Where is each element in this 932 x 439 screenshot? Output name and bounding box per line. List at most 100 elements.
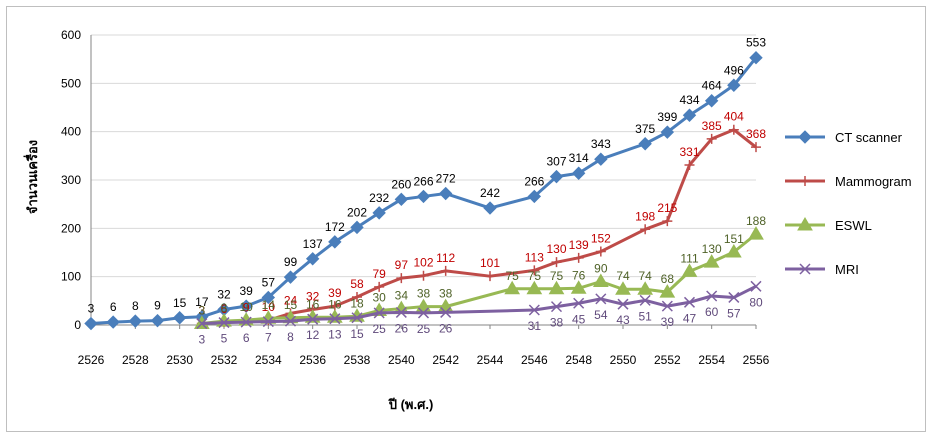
x-tick-label: 2534 xyxy=(255,353,282,367)
x-tick-label: 2544 xyxy=(477,353,504,367)
data-point xyxy=(417,307,430,319)
data-label: 198 xyxy=(635,209,655,223)
data-label: 3 xyxy=(198,304,205,318)
data-label: 314 xyxy=(569,151,589,165)
data-point xyxy=(573,297,585,309)
data-point xyxy=(395,306,407,318)
data-label: 38 xyxy=(550,316,564,330)
data-label: 14 xyxy=(262,298,276,312)
x-tick-label: 2540 xyxy=(388,353,415,367)
data-point xyxy=(504,280,521,295)
data-label: 368 xyxy=(746,127,766,141)
data-label: 3 xyxy=(198,333,205,347)
x-tick-label: 2546 xyxy=(521,353,548,367)
data-point xyxy=(328,235,342,249)
legend-label: MRI xyxy=(835,262,859,277)
data-point xyxy=(727,78,741,92)
data-label: 30 xyxy=(372,291,386,305)
data-point xyxy=(749,51,763,65)
data-label: 31 xyxy=(528,319,542,333)
data-label: 3 xyxy=(88,302,95,316)
data-point xyxy=(418,270,429,281)
x-tick-label: 2552 xyxy=(654,353,681,367)
data-label: 6 xyxy=(243,331,250,345)
data-point xyxy=(595,293,607,305)
data-label: 260 xyxy=(391,177,411,191)
y-tick-label: 100 xyxy=(61,270,81,284)
data-label: 75 xyxy=(528,269,542,283)
data-point xyxy=(571,166,586,180)
data-point xyxy=(106,315,120,329)
data-point xyxy=(751,142,761,153)
data-label: 45 xyxy=(572,312,586,326)
data-label: 12 xyxy=(306,328,320,342)
data-label: 404 xyxy=(724,110,744,124)
y-tick-label: 400 xyxy=(61,125,81,139)
data-label: 8 xyxy=(132,299,139,313)
data-point xyxy=(307,313,319,325)
data-label: 112 xyxy=(436,251,455,265)
data-label: 6 xyxy=(110,300,117,314)
data-label: 47 xyxy=(683,311,697,325)
legend-marker xyxy=(798,130,812,144)
x-tick-label: 2550 xyxy=(610,353,637,367)
x-tick-label: 2528 xyxy=(122,353,149,367)
data-label: 57 xyxy=(727,306,741,320)
data-point xyxy=(725,244,742,258)
y-tick-label: 500 xyxy=(61,76,81,90)
data-point xyxy=(638,137,652,151)
data-label: 74 xyxy=(638,269,652,283)
data-point xyxy=(639,294,651,306)
x-tick-label: 2532 xyxy=(211,353,238,367)
data-label: 266 xyxy=(413,174,433,188)
data-label: 242 xyxy=(480,186,500,200)
data-point xyxy=(440,265,451,276)
x-tick-label: 2536 xyxy=(299,353,326,367)
data-label: 139 xyxy=(569,238,589,252)
data-label: 113 xyxy=(525,250,544,264)
data-label: 16 xyxy=(306,297,320,311)
data-point xyxy=(570,280,587,294)
line-chart: จำนวนเครื่อง ปี (พ.ศ.) 0 100 200 300 400 500 6… xyxy=(23,28,912,412)
data-label: 266 xyxy=(524,174,544,188)
data-point xyxy=(150,313,165,328)
data-point xyxy=(485,271,495,282)
data-point xyxy=(261,290,276,305)
data-point xyxy=(352,291,362,302)
x-tick-label: 2530 xyxy=(166,353,193,367)
data-point xyxy=(196,318,208,330)
data-label: 34 xyxy=(395,289,409,303)
data-point xyxy=(438,186,453,201)
data-point xyxy=(660,125,675,139)
data-label: 10 xyxy=(239,300,253,314)
data-label: 75 xyxy=(550,269,564,283)
data-point xyxy=(595,246,606,257)
data-label: 76 xyxy=(572,268,586,282)
data-label: 25 xyxy=(372,322,386,336)
data-point xyxy=(615,281,631,295)
data-label: 10 xyxy=(262,300,276,314)
data-point xyxy=(659,284,676,298)
data-label: 553 xyxy=(746,36,766,50)
data-point xyxy=(218,317,230,329)
data-label: 8 xyxy=(287,330,294,344)
data-point xyxy=(240,316,252,328)
data-point xyxy=(394,192,409,207)
data-label: 101 xyxy=(480,256,500,270)
data-label: 137 xyxy=(303,237,323,251)
data-point xyxy=(527,189,542,204)
data-label: 130 xyxy=(546,242,566,256)
data-label: 9 xyxy=(243,301,250,315)
data-label: 43 xyxy=(616,313,630,327)
data-label: 9 xyxy=(154,299,161,313)
x-tick-label: 2526 xyxy=(78,353,105,367)
data-point xyxy=(682,108,697,122)
data-label: 375 xyxy=(635,122,655,136)
data-point xyxy=(172,311,187,325)
data-label: 39 xyxy=(239,284,253,298)
data-label: 130 xyxy=(702,242,722,256)
data-label: 15 xyxy=(173,296,187,310)
data-point xyxy=(372,206,386,220)
data-label: 188 xyxy=(746,214,766,228)
data-label: 90 xyxy=(594,262,608,276)
